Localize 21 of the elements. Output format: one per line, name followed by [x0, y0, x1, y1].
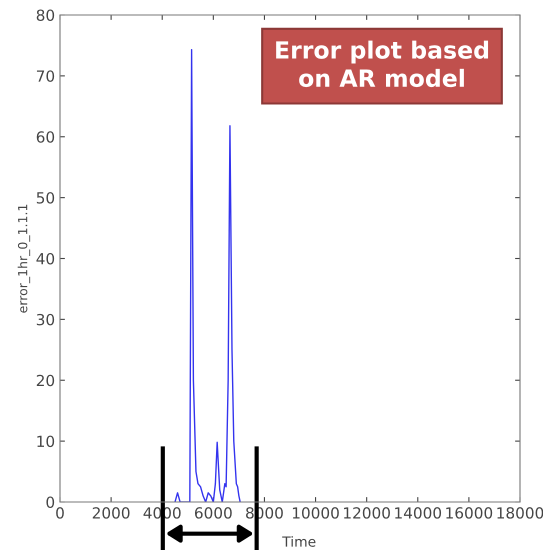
x-tick-label: 0: [56, 507, 64, 519]
x-tick-label: 16000: [446, 507, 492, 519]
x-tick-label: 6000: [194, 507, 232, 519]
y-tick-label: 80: [36, 9, 54, 22]
x-axis-title: Time: [282, 536, 316, 547]
x-tick-label: 14000: [395, 507, 442, 519]
x-tick-label: 10000: [292, 507, 339, 519]
y-tick-label: 60: [36, 131, 54, 143]
x-tick-label: 12000: [344, 507, 390, 519]
y-axis-title: error_1hr_0_1.1.1: [18, 204, 30, 313]
x-tick-label: 18000: [497, 507, 543, 519]
y-tick-label: 40: [36, 252, 54, 265]
y-tick-label: 10: [37, 436, 54, 448]
y-tick-label: 70: [36, 70, 54, 82]
annotation: Error plot based on AR model: [276, 40, 488, 88]
y-tick-label: 50: [36, 192, 54, 204]
y-tick-label: 30: [36, 314, 54, 326]
y-tick-label: 0: [46, 496, 54, 508]
line-series: [174, 49, 241, 502]
y-tick-label: 20: [36, 374, 54, 386]
x-tick-label: 2000: [92, 507, 130, 519]
